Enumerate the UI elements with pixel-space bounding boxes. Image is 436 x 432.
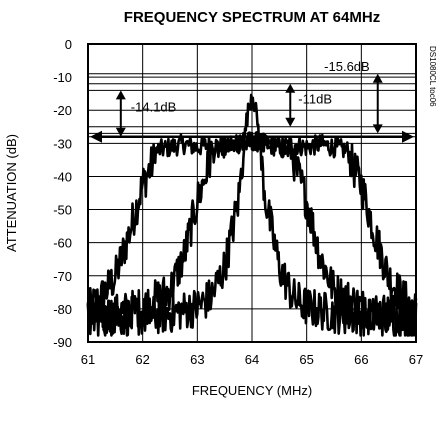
spectrum-trace-3 [86, 93, 418, 337]
series-group [86, 93, 418, 337]
annotation-label: -15.6dB [324, 59, 370, 74]
y-tick-label: -40 [53, 169, 72, 184]
x-tick-label: 62 [135, 352, 149, 367]
y-tick-label: -30 [53, 136, 72, 151]
annotation-arrow-head [372, 124, 383, 134]
y-tick-label: -80 [53, 302, 72, 317]
y-axis-label: ATTENUATION (dB) [4, 134, 19, 252]
annotation-arrow-head [285, 83, 296, 93]
x-tick-label: 67 [409, 352, 423, 367]
y-tick-label: -20 [53, 103, 72, 118]
chart-title: FREQUENCY SPECTRUM AT 64MHz [124, 9, 380, 26]
annotations: -14.1dB -11dB -15.6dB [115, 59, 383, 137]
x-tick-label: 65 [299, 352, 313, 367]
figure-code: DS1080CL toc06 [428, 46, 436, 107]
y-tick-label: 0 [65, 37, 72, 52]
spectrum-trace-1 [86, 131, 418, 328]
x-tick-label: 66 [354, 352, 368, 367]
y-tick-label: -50 [53, 203, 72, 218]
annotation-label: -14.1dB [131, 100, 177, 115]
y-tick-label: -60 [53, 236, 72, 251]
arrow-head-right [402, 130, 414, 143]
annotation-arrow-head [372, 73, 383, 83]
x-axis-label: FREQUENCY (MHz) [192, 383, 312, 398]
arrow-head-left [90, 130, 102, 143]
plot-frame [87, 43, 417, 343]
x-tick-label: 64 [245, 352, 259, 367]
annotation-arrow-head [115, 127, 126, 137]
annotation-label: -11dB [298, 91, 332, 106]
y-tick-label: -10 [53, 70, 72, 85]
x-tick-label: 61 [81, 352, 95, 367]
annotation-arrow-head [115, 90, 126, 100]
y-tick-label: -70 [53, 269, 72, 284]
annotation-arrow-head [285, 117, 296, 127]
x-tick-label: 63 [190, 352, 204, 367]
tick-labels: 61 62 63 64 65 66 67 0 -10 -20 -30 -40 -50 -60 -70 -80 -… [53, 37, 423, 367]
y-tick-label: -90 [53, 335, 72, 350]
